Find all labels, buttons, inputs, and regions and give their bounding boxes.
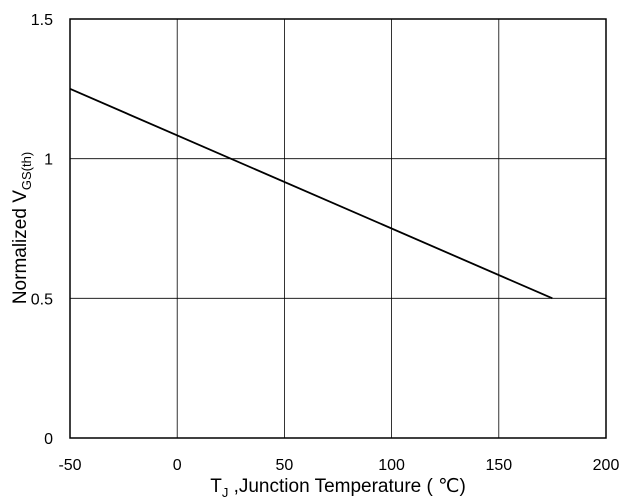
x-tick-label: 0 xyxy=(173,457,182,474)
series-group xyxy=(69,88,553,300)
tick-labels: -50 0 50 100 150 200 0 0.5 1 1.5 xyxy=(31,12,620,474)
y-tick-label: 0.5 xyxy=(31,291,53,308)
y-tick-label: 0 xyxy=(44,431,53,448)
x-tick-label: 200 xyxy=(593,457,620,474)
y-tick-label: 1.5 xyxy=(31,12,53,29)
y-axis-title-main: Normalized V xyxy=(10,190,31,304)
x-axis-title-rest: ,Junction Temperature ( ℃) xyxy=(228,476,465,497)
plot-frame xyxy=(69,18,607,439)
x-axis-title-sub: J xyxy=(222,485,229,498)
x-axis-title-main: T xyxy=(210,476,222,497)
y-axis-title: Normalized VGS(th) xyxy=(10,152,34,304)
x-tick-label: 50 xyxy=(276,457,294,474)
x-tick-label: 150 xyxy=(485,457,512,474)
x-axis-title: TJ ,Junction Temperature ( ℃) xyxy=(210,476,466,498)
x-tick-label: 100 xyxy=(378,457,405,474)
y-axis-title-sub: GS(th) xyxy=(19,152,34,190)
y-tick-label: 1 xyxy=(44,152,53,169)
x-tick-label: -50 xyxy=(58,457,81,474)
series-line xyxy=(69,88,553,300)
grid-lines xyxy=(69,18,607,439)
